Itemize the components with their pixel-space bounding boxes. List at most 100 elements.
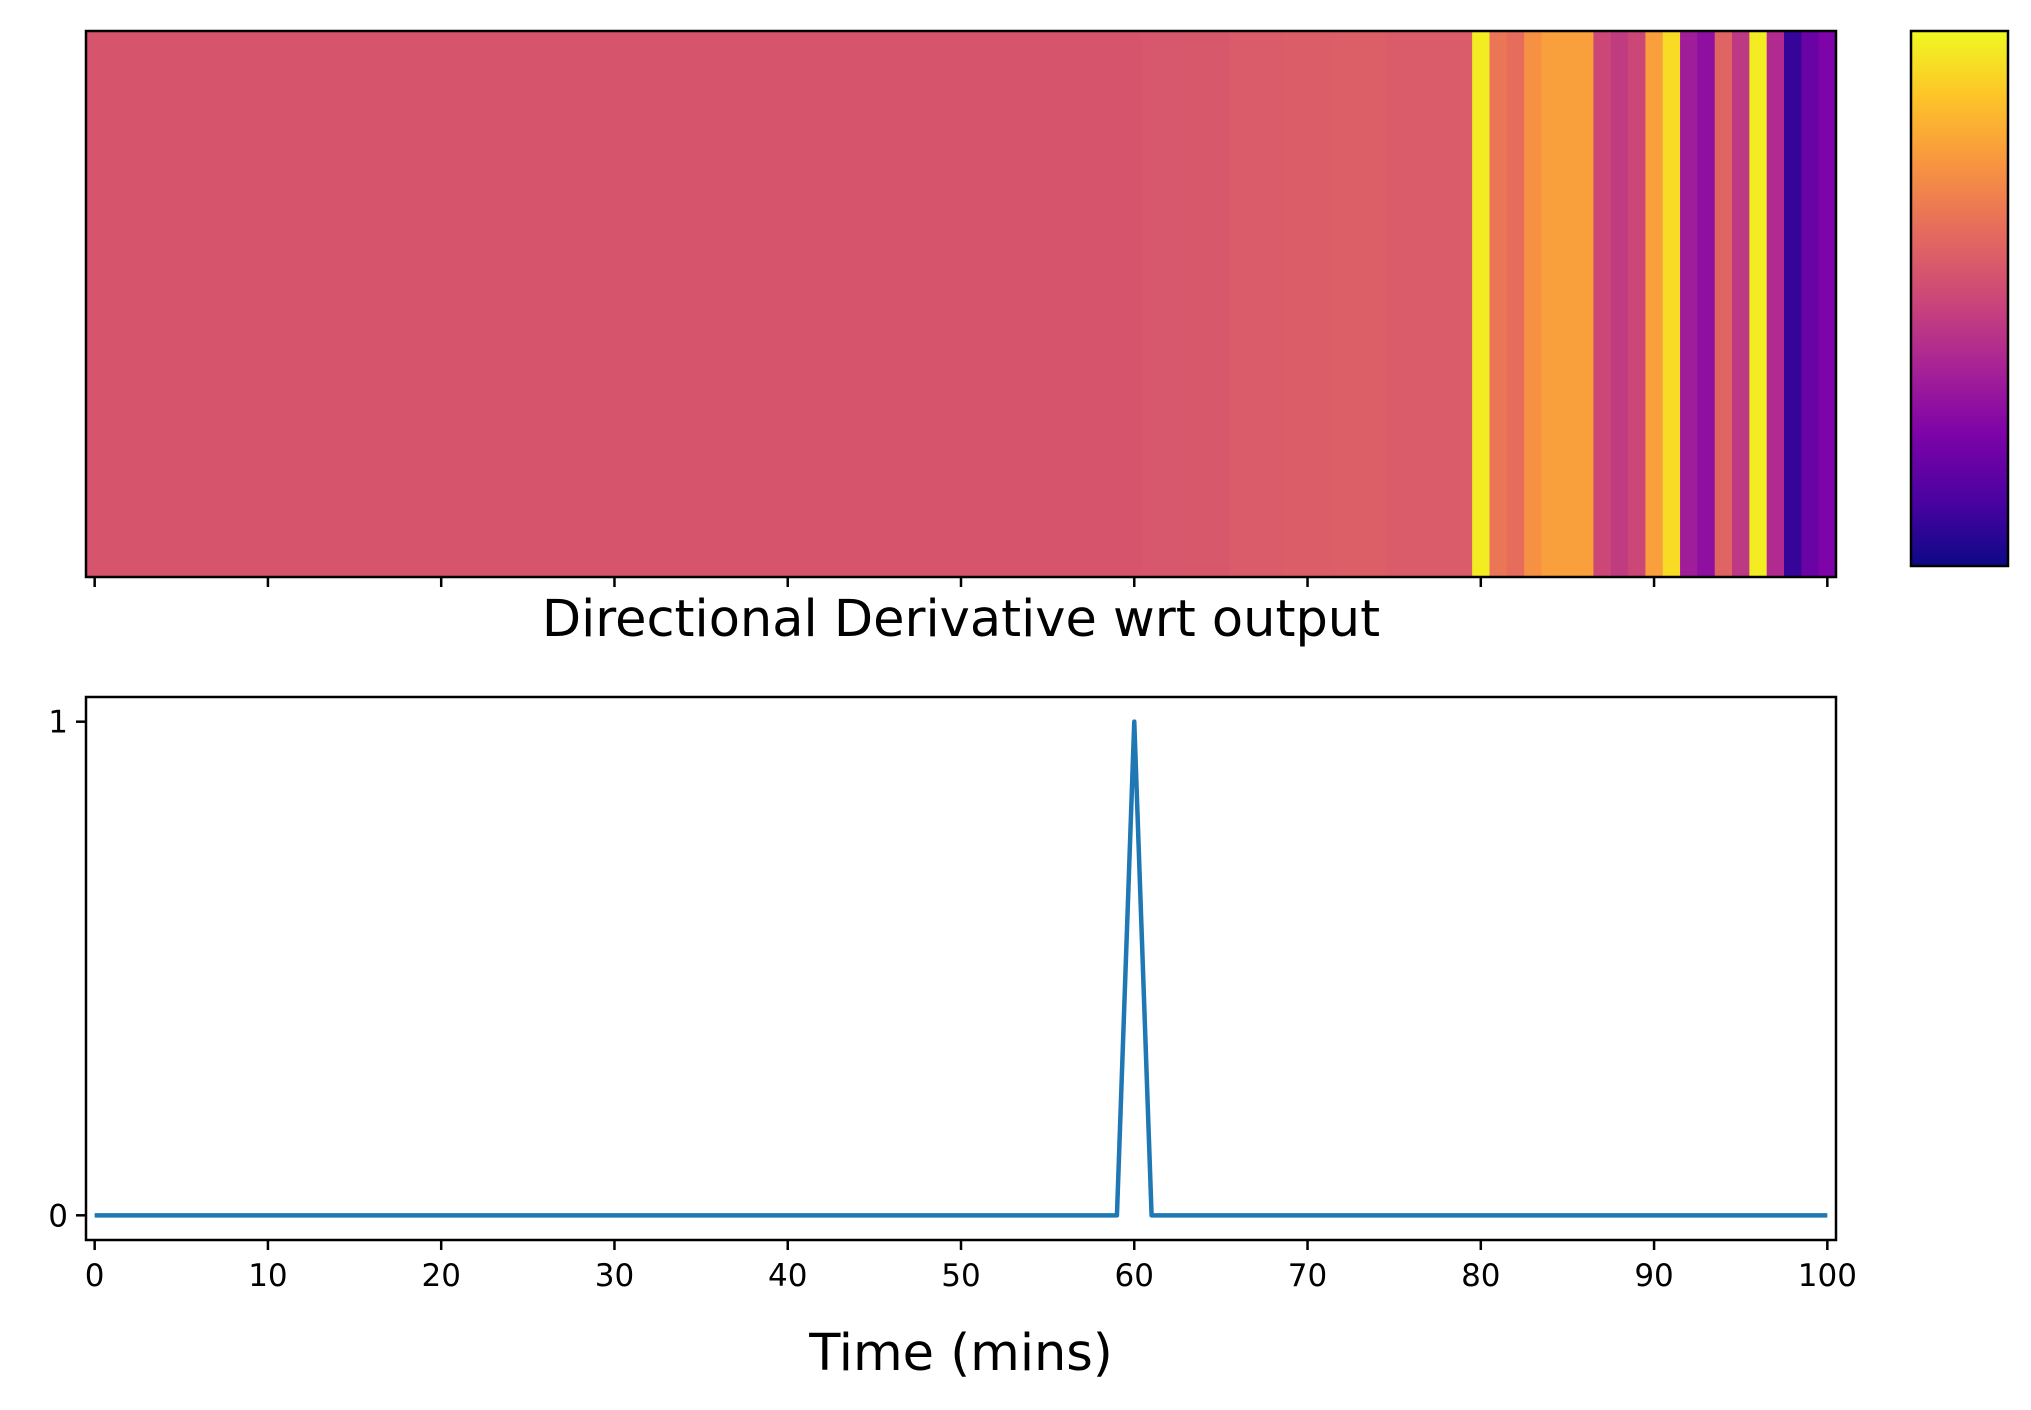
heatmap-cell xyxy=(120,31,139,577)
heatmap-cell xyxy=(293,31,312,577)
x-axis-label: Time (mins) xyxy=(808,1324,1113,1383)
heatmap-cell xyxy=(1818,31,1837,577)
heatmap-cell xyxy=(571,31,590,577)
heatmap-cell xyxy=(137,31,156,577)
heatmap-cell xyxy=(1090,31,1109,577)
heatmap-cell xyxy=(727,31,746,577)
heatmap-cell xyxy=(900,31,919,577)
line-chart-panel: 01 0 10 20 30 40 50 60 70 80 90 100 xyxy=(48,695,1857,1294)
heatmap-cell xyxy=(1524,31,1543,577)
heatmap-cell xyxy=(1038,31,1057,577)
x-tick-label: 0 xyxy=(85,1258,105,1294)
heatmap-cell xyxy=(1402,31,1421,577)
heatmap-cell xyxy=(744,31,763,577)
heatmap-cell xyxy=(709,31,728,577)
heatmap-cell xyxy=(1212,31,1231,577)
heatmap-cell xyxy=(103,31,122,577)
heatmap-cell xyxy=(588,31,607,577)
heatmap-cell xyxy=(501,31,520,577)
heatmap-cell xyxy=(1489,31,1508,577)
heatmap-cell xyxy=(397,31,416,577)
heatmap-cell xyxy=(1558,31,1577,577)
x-tick-label: 70 xyxy=(1288,1258,1327,1294)
heatmap-cell xyxy=(1246,31,1265,577)
heatmap-cell xyxy=(986,31,1005,577)
heatmap-cell xyxy=(86,31,104,577)
heatmap-cell xyxy=(1264,31,1283,577)
heatmap-cell xyxy=(432,31,451,577)
heatmap-cell xyxy=(1454,31,1473,577)
colorbar-frame xyxy=(1909,29,2010,568)
heatmap-cell xyxy=(1160,31,1179,577)
heatmap-cell xyxy=(207,31,226,577)
heatmap-cell xyxy=(224,31,243,577)
heatmap-cell xyxy=(692,31,711,577)
x-tick-label: 40 xyxy=(768,1258,807,1294)
heatmap-cell xyxy=(1576,31,1595,577)
heatmap-cells xyxy=(86,31,1837,577)
heatmap-cell xyxy=(1004,31,1023,577)
heatmap-cell xyxy=(779,31,797,577)
heatmap-cell xyxy=(345,31,364,577)
heatmap-cell xyxy=(519,31,538,577)
heatmap-cell xyxy=(1350,31,1369,577)
heatmap-cell xyxy=(484,31,503,577)
heatmap-cell xyxy=(1420,31,1439,577)
heatmap-cell xyxy=(1125,31,1144,577)
heatmap-cell xyxy=(1472,31,1491,577)
heatmap-cell xyxy=(761,31,780,577)
heatmap-cell xyxy=(883,31,901,577)
x-tick-label: 100 xyxy=(1798,1258,1857,1294)
heatmap-cell xyxy=(1333,31,1352,577)
heatmap-cell xyxy=(1506,31,1525,577)
heatmap-cell xyxy=(1766,31,1785,577)
heatmap-cell xyxy=(1749,31,1768,577)
heatmap-cell xyxy=(1697,31,1716,577)
y-tick-label: 1 xyxy=(48,705,68,741)
heatmap-cell xyxy=(831,31,849,577)
heatmap-cell xyxy=(1610,31,1629,577)
heatmap-cell xyxy=(241,31,260,577)
heatmap-cell xyxy=(172,31,191,577)
heatmap-cell xyxy=(1437,31,1456,577)
x-tick-label: 30 xyxy=(595,1258,634,1294)
heatmap-cell xyxy=(675,31,694,577)
heatmap-cell xyxy=(1194,31,1213,577)
heatmap-cell xyxy=(259,31,278,577)
heatmap-cell xyxy=(1801,31,1820,577)
heatmap-cell xyxy=(449,31,468,577)
heatmap-cell xyxy=(952,31,971,577)
heatmap-cell xyxy=(917,31,936,577)
heatmap-cell xyxy=(311,31,330,577)
heatmap-panel xyxy=(84,29,1838,587)
heatmap-cell xyxy=(1056,31,1075,577)
heatmap-cell xyxy=(536,31,555,577)
heatmap-cell xyxy=(1316,31,1335,577)
heatmap-cell xyxy=(328,31,347,577)
heatmap-cell xyxy=(1073,31,1092,577)
heatmap-cell xyxy=(813,31,832,577)
heatmap-cell xyxy=(1680,31,1698,577)
heatmap-cell xyxy=(623,31,642,577)
heatmap-cell xyxy=(1229,31,1248,577)
heatmap-cell xyxy=(1714,31,1733,577)
heatmap-cell xyxy=(1593,31,1612,577)
heatmap-cell xyxy=(380,31,399,577)
heatmap-cell xyxy=(155,31,174,577)
heatmap-cell xyxy=(848,31,867,577)
heatmap-cell xyxy=(1628,31,1647,577)
x-tick-label: 60 xyxy=(1115,1258,1154,1294)
x-tick-label: 80 xyxy=(1461,1258,1500,1294)
heatmap-cell xyxy=(1021,31,1040,577)
heatmap-cell xyxy=(935,31,953,577)
heatmap-cell xyxy=(1732,31,1750,577)
heatmap-cell xyxy=(1368,31,1387,577)
x-tick-label: 10 xyxy=(248,1258,287,1294)
heatmap-cell xyxy=(1281,31,1300,577)
line-series xyxy=(94,719,1828,1218)
colorbar xyxy=(1909,29,2010,568)
heatmap-cell xyxy=(796,31,815,577)
heatmap-cell xyxy=(969,31,988,577)
colorbar-gradient xyxy=(1911,31,2008,566)
heatmap-cell xyxy=(1385,31,1404,577)
